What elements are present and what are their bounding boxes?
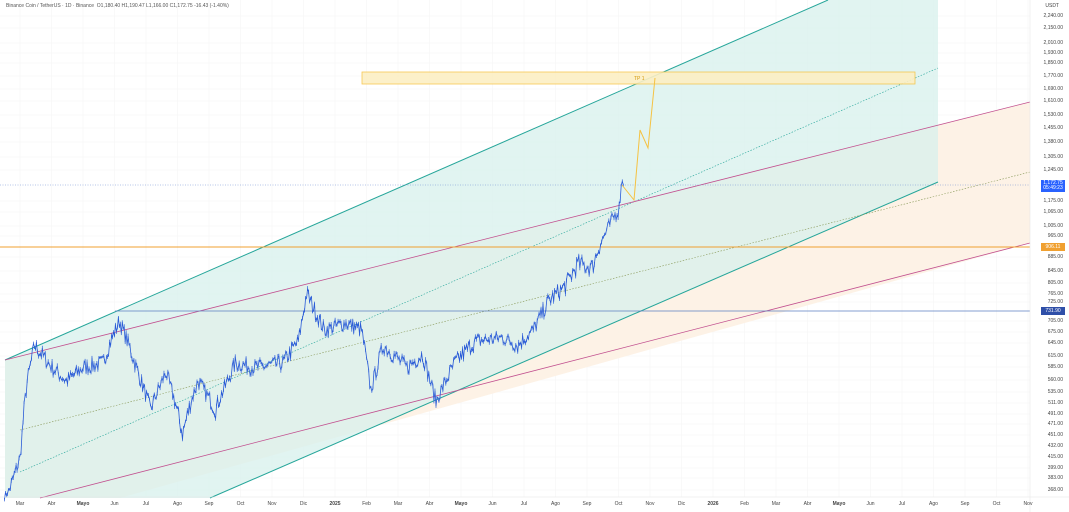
symbol-label: Binance Coin / TetherUS · 1D · Binance (6, 3, 95, 9)
y-tick-label: 511.00 (1048, 400, 1063, 406)
x-tick-label: Mar (15, 501, 25, 507)
pink-channel-upper (4, 101, 1031, 361)
chart-header: Binance Coin / TetherUS · 1D · Binance O… (6, 3, 229, 9)
y-tick-label: 965.00 (1047, 233, 1063, 239)
x-tick-label: Feb (362, 501, 371, 507)
y-tick-label: 1,065.00 (1043, 209, 1063, 215)
y-tick-label: 535.00 (1047, 389, 1063, 395)
x-tick-label: Jul (520, 501, 528, 507)
x-tick-label: Jul (898, 501, 906, 507)
x-tick-label: Sep (204, 501, 214, 507)
x-tick-label: Feb (740, 501, 749, 507)
target-zone-box (361, 71, 916, 85)
y-tick-label: 1,455.00 (1043, 125, 1063, 131)
x-tick-label: Oct (614, 501, 623, 507)
x-tick-label: Ago (929, 501, 938, 507)
orange-level-tag: 906.11 (1041, 243, 1065, 251)
x-tick-label: 2025 (329, 501, 341, 507)
y-tick-label: 1,930.00 (1043, 50, 1063, 56)
x-tick-label: Mar (771, 501, 781, 507)
blue-level-tag: 731.90 (1041, 307, 1065, 315)
x-tick-label: Nov (267, 501, 277, 507)
y-tick-label: 2,010.00 (1043, 40, 1063, 46)
y-tick-label: 885.00 (1047, 254, 1063, 260)
y-tick-label: 1,530.00 (1043, 112, 1063, 118)
y-tick-label: 1,850.00 (1043, 60, 1063, 66)
x-tick-label: Dic (299, 501, 308, 507)
y-tick-label: 2,150.00 (1043, 25, 1063, 31)
countdown-value: 05:49:23 (1043, 185, 1063, 191)
currency-label: USDT (1045, 3, 1059, 9)
teal-channel-lower (209, 181, 939, 499)
y-tick-label: 1,690.00 (1043, 86, 1063, 92)
y-tick-label: 415.00 (1047, 454, 1063, 460)
pink-channel-lower (39, 242, 1031, 499)
x-tick-label: 2026 (707, 501, 719, 507)
x-tick-label: Sep (960, 501, 970, 507)
y-tick-label: 432.00 (1047, 443, 1063, 449)
x-tick-label: Mayo (76, 501, 90, 507)
y-tick-label: 491.00 (1047, 411, 1063, 417)
teal-channel-upper (4, 0, 829, 361)
y-tick-label: 399.00 (1047, 465, 1063, 471)
y-tick-label: 1,005.00 (1043, 223, 1063, 229)
y-tick-label: 1,610.00 (1043, 98, 1063, 104)
y-tick-label: 1,245.00 (1043, 167, 1063, 173)
y-tick-label: 1,380.00 (1043, 139, 1063, 145)
y-tick-label: 805.00 (1047, 280, 1063, 286)
y-tick-label: 471.00 (1047, 421, 1063, 427)
target-label: TP 1 (634, 76, 645, 82)
x-tick-label: Dic (677, 501, 686, 507)
y-tick-label: 1,175.00 (1043, 198, 1063, 204)
x-tick-label: Abr (803, 501, 812, 507)
x-tick-label: Sep (582, 501, 592, 507)
x-tick-label: Nov (645, 501, 655, 507)
x-tick-label: Mayo (832, 501, 846, 507)
x-tick-label: Nov (1023, 501, 1033, 507)
x-tick-label: Jun (866, 501, 875, 507)
x-tick-label: Abr (47, 501, 56, 507)
last-price-tag: 1,172.75 05:49:23 (1041, 180, 1065, 192)
price-line (4, 179, 624, 500)
y-tick-label: 705.00 (1047, 318, 1063, 324)
y-tick-label: 2,240.00 (1043, 13, 1063, 19)
projection-path (621, 77, 656, 202)
y-tick-label: 725.00 (1047, 299, 1063, 305)
x-tick-label: Ago (551, 501, 560, 507)
y-tick-label: 1,770.00 (1043, 73, 1063, 79)
y-tick-label: 383.00 (1047, 475, 1063, 481)
ohlc-values: O1,180.40 H1,190.47 L1,166.00 C1,172.75 … (96, 3, 229, 9)
teal-channel-fill (5, 0, 938, 498)
x-tick-label: Abr (425, 501, 434, 507)
x-tick-label: Jun (110, 501, 119, 507)
x-tick-label: Mar (393, 501, 403, 507)
teal-channel-median (19, 67, 939, 473)
y-tick-label: 585.00 (1047, 364, 1063, 370)
x-tick-label: Ago (173, 501, 182, 507)
x-tick-label: Oct (236, 501, 245, 507)
y-tick-label: 765.00 (1047, 291, 1063, 297)
x-tick-label: Jul (142, 501, 150, 507)
y-tick-label: 675.00 (1047, 329, 1063, 335)
y-tick-label: 1,305.00 (1043, 154, 1063, 160)
x-tick-label: Jun (488, 501, 497, 507)
y-tick-label: 560.00 (1047, 377, 1063, 383)
y-tick-label: 451.00 (1047, 432, 1063, 438)
y-tick-label: 615.00 (1047, 353, 1063, 359)
x-tick-label: Mayo (454, 501, 468, 507)
last-price-value: 1,172.75 (1043, 180, 1063, 186)
y-tick-label: 845.00 (1047, 268, 1063, 274)
x-tick-label: Oct (992, 501, 1001, 507)
y-tick-label: 645.00 (1047, 340, 1063, 346)
y-tick-label: 368.00 (1047, 487, 1063, 493)
